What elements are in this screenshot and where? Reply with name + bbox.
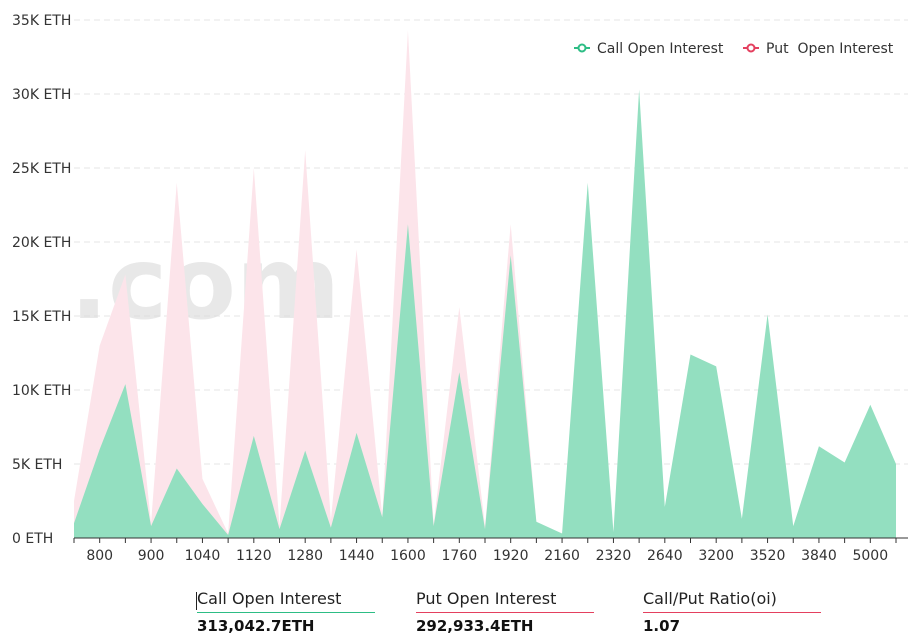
legend-call-label: Call Open Interest [597,41,724,57]
x-tick-label: 1760 [441,548,477,564]
x-axis-ticks [73,538,897,543]
legend-item-put[interactable]: Put Open Interest [743,41,894,57]
y-tick-label: 30K ETH [12,87,71,103]
legend-put-marker [746,43,756,53]
summary-put-value: 292,933.4ETH [416,617,534,635]
x-tick-label: 1920 [493,548,529,564]
summary-call-value: 313,042.7ETH [197,617,315,635]
put-area [74,30,896,539]
summary-ratio-label: Call/Put Ratio(oi) [643,589,777,608]
x-tick-label: 2640 [647,548,683,564]
summary-call-underline [197,612,375,613]
x-tick-label: 3520 [750,548,786,564]
x-tick-label: 3840 [801,548,837,564]
y-axis-labels: 0 ETH 5K ETH 10K ETH 15K ETH 20K ETH 25K ETH 3… [12,13,71,547]
summary-ratio: Call/Put Ratio(oi) 1.07 [643,588,823,638]
summary-put-label: Put Open Interest [416,589,557,608]
x-tick-label: 800 [86,548,113,564]
x-tick-label: 1120 [236,548,272,564]
y-tick-label: 10K ETH [12,383,71,399]
x-tick-label: 1600 [390,548,426,564]
x-tick-label: 1440 [339,548,375,564]
chart-areas [74,30,896,539]
x-tick-label: 2320 [596,548,632,564]
y-tick-label: 35K ETH [12,13,71,29]
open-interest-chart: 0 ETH 5K ETH 10K ETH 15K ETH 20K ETH 25K ETH 3… [12,13,908,564]
x-tick-label: 5000 [852,548,888,564]
y-tick-label: 15K ETH [12,309,71,325]
summary-ratio-value: 1.07 [643,617,681,635]
call-area [74,89,896,538]
legend-put-label: Put Open Interest [766,41,894,57]
legend[interactable]: Call Open Interest Put Open Interest [574,41,894,57]
y-tick-label: 25K ETH [12,161,71,177]
x-tick-label: 2160 [544,548,580,564]
summary-call-label: Call Open Interest [197,589,342,608]
y-tick-label: 5K ETH [12,457,62,473]
x-tick-label: 3200 [698,548,734,564]
summary-ratio-underline [643,612,821,613]
text-cursor [196,592,197,610]
x-tick-label: 1280 [287,548,323,564]
x-tick-label: 1040 [185,548,221,564]
x-axis-labels: 800 900 1040 1120 1280 1440 1600 1760 1920 2160 23… [86,548,888,564]
legend-item-call[interactable]: Call Open Interest [574,41,724,57]
y-tick-label: 20K ETH [12,235,71,251]
summary-put: Put Open Interest 292,933.4ETH [416,588,596,638]
summary-call: Call Open Interest 313,042.7ETH [197,588,377,638]
summary-put-underline [416,612,594,613]
x-tick-label: 900 [138,548,165,564]
y-tick-label: 0 ETH [12,531,53,547]
legend-call-marker [577,43,587,53]
